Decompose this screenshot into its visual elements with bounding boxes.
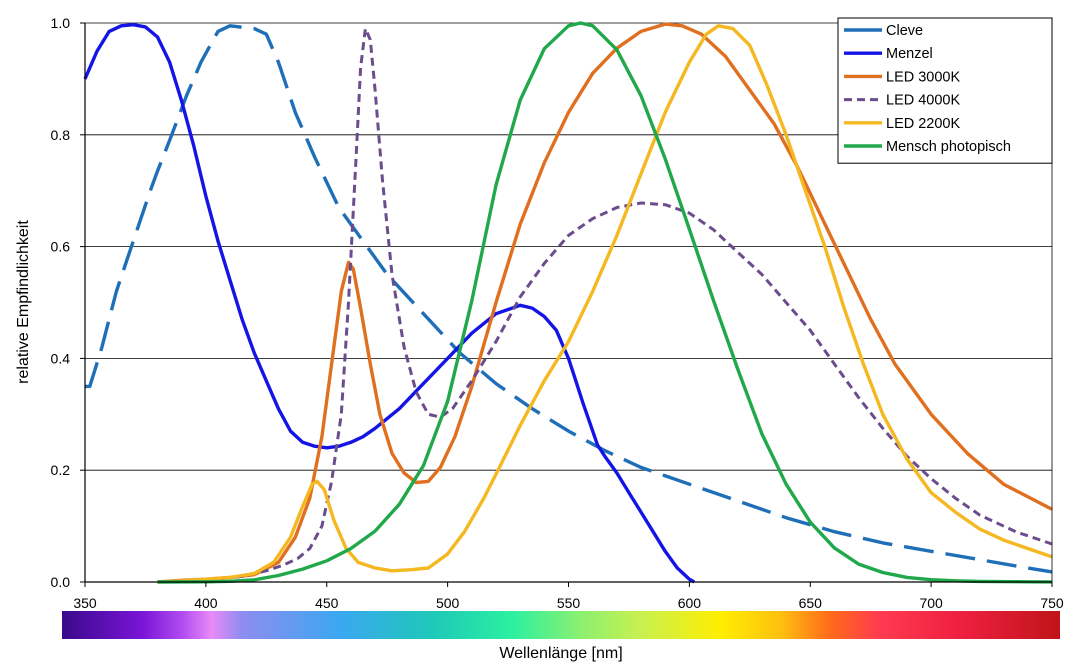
x-tick-label-4: 550 bbox=[557, 595, 581, 611]
y-tick-label-0: 0.0 bbox=[51, 574, 71, 590]
series-line-0 bbox=[85, 24, 1053, 574]
legend-box bbox=[837, 17, 1053, 164]
x-axis-label: Wellenlänge [nm] bbox=[499, 645, 622, 662]
series-line-4 bbox=[157, 24, 1053, 584]
legend-label-0: Cleve bbox=[886, 23, 923, 39]
x-tick-label-3: 500 bbox=[436, 595, 460, 611]
legend-label-5: Mensch photopisch bbox=[886, 139, 1011, 155]
series-line-3 bbox=[157, 27, 1053, 584]
y-tick-label-1: 0.2 bbox=[51, 462, 71, 478]
legend: Cleve Menzel LED 3000K LED 4000K LED 2200K Me… bbox=[837, 17, 1053, 164]
x-tick-label-7: 700 bbox=[919, 595, 943, 611]
legend-label-4: LED 2200K bbox=[886, 116, 960, 132]
x-tick-label-6: 650 bbox=[799, 595, 823, 611]
y-tick-label-2: 0.4 bbox=[51, 350, 71, 366]
x-tick-label-2: 450 bbox=[315, 595, 339, 611]
y-tick-label-4: 0.8 bbox=[51, 127, 71, 143]
x-tick-label-8: 750 bbox=[1040, 595, 1064, 611]
spectrum-bar bbox=[62, 611, 1060, 639]
y-tick-label-3: 0.6 bbox=[51, 239, 71, 255]
x-tick-label-5: 600 bbox=[678, 595, 702, 611]
x-tick-label-0: 350 bbox=[73, 595, 97, 611]
legend-label-3: LED 4000K bbox=[886, 93, 960, 109]
series-line-5 bbox=[157, 21, 1053, 584]
legend-label-1: Menzel bbox=[886, 46, 933, 62]
legend-label-2: LED 3000K bbox=[886, 69, 960, 85]
series-lines bbox=[83, 21, 1053, 584]
y-axis-label: relative Empfindlichkeit bbox=[15, 220, 32, 384]
y-tick-label-5: 1.0 bbox=[51, 15, 71, 31]
tick-labels: 0.0 0.2 0.4 0.6 0.8 1.0 350 400 450 500 550 600 650 7… bbox=[51, 15, 1064, 611]
series-line-1 bbox=[83, 23, 696, 584]
x-tick-label-1: 400 bbox=[194, 595, 218, 611]
series-line-2 bbox=[157, 22, 1053, 584]
